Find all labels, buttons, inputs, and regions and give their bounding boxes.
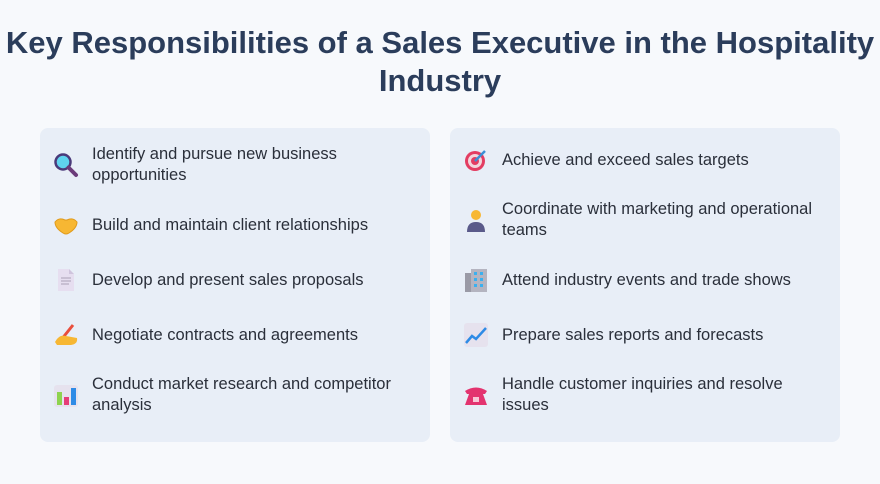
- office-worker-icon: [462, 206, 490, 234]
- list-item: Handle customer inquiries and resolve is…: [462, 370, 830, 420]
- magnifying-glass-icon: [52, 151, 80, 179]
- list-item: Coordinate with marketing and operationa…: [462, 195, 830, 245]
- list-item: Identify and pursue new business opportu…: [52, 140, 420, 190]
- handshake-icon: [52, 211, 80, 239]
- item-text: Attend industry events and trade shows: [502, 270, 791, 289]
- bar-chart-icon: [52, 381, 80, 409]
- writing-hand-icon: [52, 321, 80, 349]
- target-icon: [462, 146, 490, 174]
- telephone-icon: [462, 381, 490, 409]
- responsibilities-card-right: Achieve and exceed sales targets Coordin…: [450, 128, 840, 442]
- page-title: Key Responsibilities of a Sales Executiv…: [5, 25, 875, 98]
- item-text: Coordinate with marketing and operationa…: [502, 200, 813, 239]
- item-text: Handle customer inquiries and resolve is…: [502, 375, 783, 414]
- item-text: Conduct market research and competitor a…: [92, 375, 391, 414]
- list-item: Negotiate contracts and agreements: [52, 310, 420, 360]
- list-item: Build and maintain client relationships: [52, 200, 420, 250]
- item-text: Build and maintain client relationships: [92, 215, 369, 234]
- list-item: Conduct market research and competitor a…: [52, 370, 420, 420]
- item-text: Prepare sales reports and forecasts: [502, 325, 764, 344]
- item-text: Identify and pursue new business opportu…: [92, 145, 337, 184]
- list-item: Achieve and exceed sales targets: [462, 135, 830, 185]
- list-item: Develop and present sales proposals: [52, 255, 420, 305]
- list-item: Attend industry events and trade shows: [462, 255, 830, 305]
- chart-increasing-icon: [462, 321, 490, 349]
- item-text: Achieve and exceed sales targets: [502, 150, 749, 169]
- document-icon: [52, 266, 80, 294]
- item-text: Develop and present sales proposals: [92, 270, 364, 289]
- list-item: Prepare sales reports and forecasts: [462, 310, 830, 360]
- item-text: Negotiate contracts and agreements: [92, 325, 358, 344]
- office-building-icon: [462, 266, 490, 294]
- responsibilities-card-left: Identify and pursue new business opportu…: [40, 128, 430, 442]
